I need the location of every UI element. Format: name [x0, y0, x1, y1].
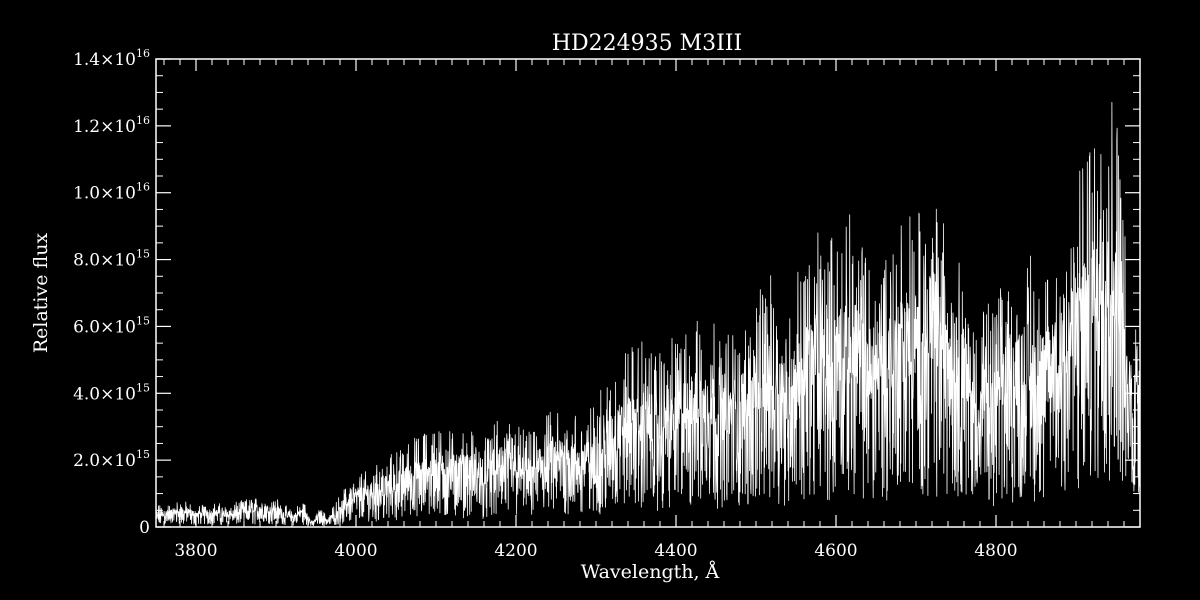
x-axis-label: Wavelength, Å	[581, 561, 720, 583]
x-tick-label: 4000	[334, 541, 377, 561]
chart-title: HD224935 M3III	[552, 31, 742, 56]
y-axis-label: Relative flux	[30, 233, 52, 354]
x-axis: 3800 4000 4200 4400 4600 4800	[163, 59, 1141, 561]
x-tick-label: 4200	[494, 541, 537, 561]
y-tick-label: 2.0×1015	[73, 448, 150, 471]
x-tick-label: 4800	[974, 541, 1017, 561]
y-tick-label: 0	[139, 518, 150, 538]
y-tick-label: 6.0×1015	[73, 314, 150, 337]
spectrum-line	[155, 102, 1141, 527]
spectrum-series	[155, 102, 1141, 527]
y-tick-label: 1.2×1016	[73, 114, 150, 137]
x-tick-label: 4400	[654, 541, 697, 561]
x-tick-label: 4600	[814, 541, 857, 561]
y-tick-label: 8.0×1015	[73, 248, 150, 271]
y-tick-label: 4.0×1015	[73, 381, 150, 404]
x-tick-label: 3800	[174, 541, 217, 561]
y-tick-label: 1.4×1016	[73, 47, 150, 70]
y-axis: 0 2.0×1015 4.0×1015 6.0×1015 8.0×1015 1.0×101…	[73, 47, 1140, 538]
y-tick-label: 1.0×1016	[73, 181, 150, 204]
